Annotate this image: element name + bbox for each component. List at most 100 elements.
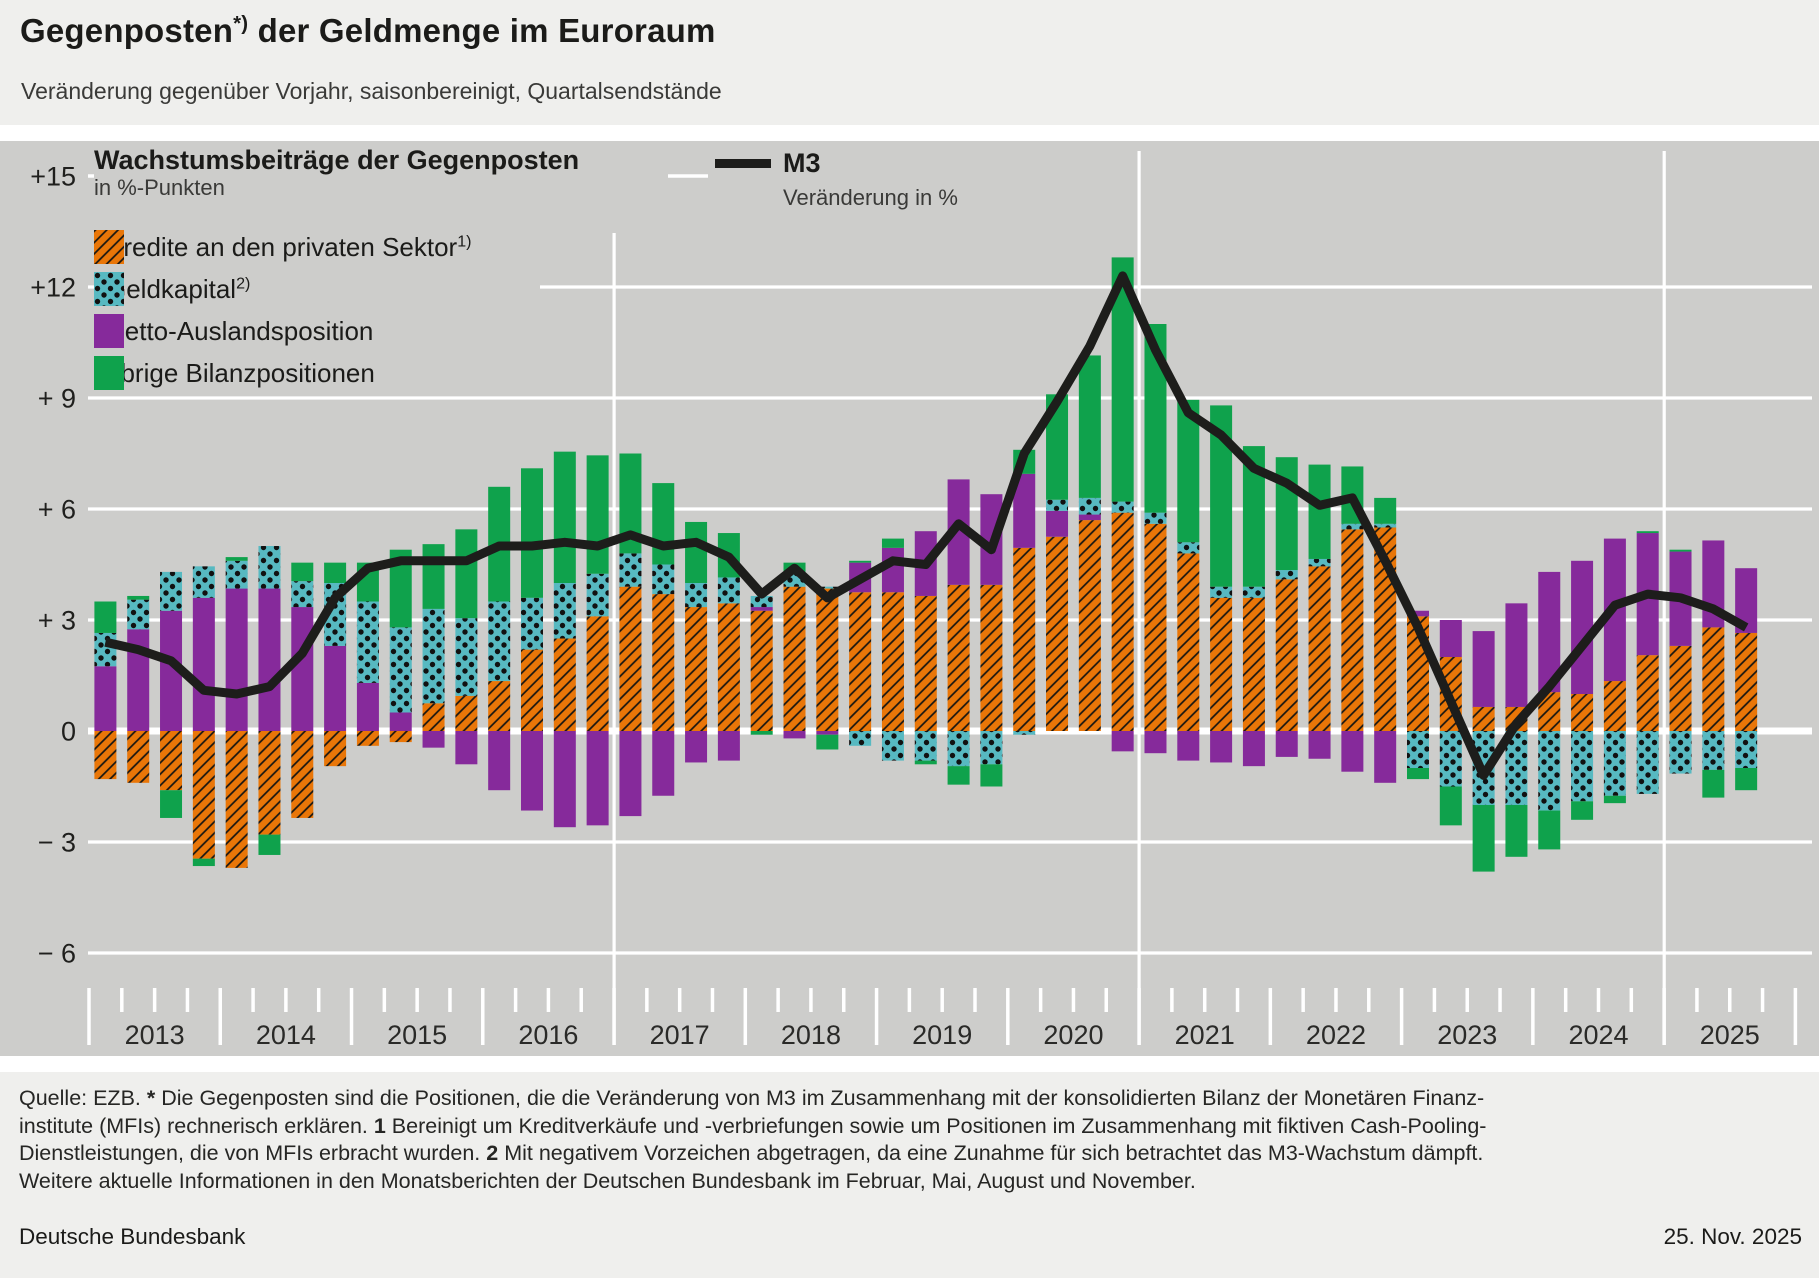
- bar-segment-netto: [1439, 620, 1462, 657]
- bar-segment-credit: [1177, 553, 1200, 731]
- bar-segment-netto: [258, 588, 281, 731]
- bar-segment-netto: [619, 731, 642, 817]
- bar-segment-geldkapital: [619, 553, 642, 587]
- bar-segment-geldkapital: [652, 564, 675, 595]
- bar-segment-uebrige: [1275, 457, 1298, 571]
- bar-segment-credit: [324, 731, 347, 767]
- bar-segment-geldkapital: [1407, 731, 1429, 768]
- bar-2022-Q2: [1308, 464, 1331, 759]
- bar-segment-netto: [1078, 514, 1101, 521]
- bar-segment-netto: [1538, 571, 1561, 693]
- footnote-line: Quelle: EZB. * Die Gegenposten sind die …: [19, 1086, 1485, 1110]
- bar-segment-netto: [1177, 731, 1200, 761]
- bar-segment-uebrige: [160, 790, 183, 818]
- bar-segment-uebrige: [455, 529, 478, 619]
- bar-segment-uebrige: [1636, 531, 1659, 534]
- bar-segment-credit: [1046, 536, 1069, 731]
- bar-2023-Q4: [1505, 603, 1528, 857]
- bar-segment-uebrige: [685, 521, 708, 583]
- bar-2020-Q3: [1078, 355, 1101, 731]
- bar-segment-credit: [750, 610, 773, 731]
- year-label: 2023: [1437, 1020, 1497, 1050]
- bar-2024-Q2: [1571, 560, 1594, 820]
- bar-2015-Q4: [455, 529, 478, 765]
- bar-segment-netto: [1571, 560, 1594, 694]
- bar-segment-geldkapital: [1144, 512, 1167, 524]
- legend-items: Kredite an den privaten Sektor1) Geldkapi…: [94, 230, 540, 396]
- y-axis-label: − 3: [38, 828, 76, 858]
- bar-segment-geldkapital: [1078, 497, 1101, 515]
- y-axis-label: +15: [30, 162, 76, 192]
- bar-segment-uebrige: [980, 764, 1003, 787]
- bar-segment-netto: [488, 731, 511, 791]
- bar-2013-Q3: [160, 571, 183, 818]
- bar-2017-Q3: [685, 521, 708, 763]
- page-title: Gegenposten*) der Geldmenge im Euroraum: [20, 12, 716, 50]
- year-label: 2017: [650, 1020, 710, 1050]
- bar-segment-geldkapital: [192, 566, 215, 598]
- bar-segment-credit: [783, 586, 806, 731]
- x-axis-labels: 2013 2014 2015 2016 2017 2018 2019 2020 2021 2022…: [125, 1020, 1760, 1050]
- bar-2021-Q2: [1177, 399, 1200, 761]
- bar-segment-netto: [652, 731, 675, 796]
- bar-segment-geldkapital: [1210, 586, 1233, 598]
- bar-segment-uebrige: [422, 544, 445, 609]
- bar-segment-uebrige: [1210, 405, 1233, 587]
- publication-date: 25. Nov. 2025: [1663, 1224, 1802, 1249]
- bar-segment-uebrige: [947, 766, 970, 785]
- footnote-line: Weitere aktuelle Informationen in den Mo…: [19, 1168, 1196, 1193]
- bar-segment-uebrige: [1439, 786, 1462, 826]
- bar-segment-uebrige: [1538, 810, 1561, 850]
- bar-segment-geldkapital: [1374, 523, 1397, 528]
- bar-segment-geldkapital: [816, 586, 839, 589]
- bar-segment-uebrige: [1603, 795, 1626, 804]
- bar-segment-geldkapital: [1735, 731, 1758, 768]
- bar-segment-credit: [1636, 655, 1659, 731]
- year-label: 2019: [912, 1020, 972, 1050]
- legend-m3-block: M3 Veränderung in %: [715, 148, 958, 230]
- bar-segment-uebrige: [914, 760, 937, 765]
- bar-segment-uebrige: [1702, 769, 1725, 798]
- year-label: 2020: [1043, 1020, 1103, 1050]
- bar-2020-Q2: [1046, 394, 1069, 731]
- bar-segment-credit: [1735, 632, 1758, 731]
- separator-top: [0, 125, 1819, 141]
- bar-segment-geldkapital: [127, 599, 150, 630]
- bar-2016-Q1: [488, 486, 511, 791]
- bar-segment-geldkapital: [455, 618, 478, 696]
- m3-line: [104, 271, 1749, 780]
- bar-2013-Q4: [192, 566, 215, 867]
- bar-segment-credit: [717, 603, 740, 731]
- bar-segment-netto: [1046, 510, 1069, 537]
- separator-bottom: [0, 1056, 1819, 1072]
- bar-segment-geldkapital: [553, 583, 576, 639]
- bar-2017-Q2: [652, 483, 675, 796]
- bar-segment-netto: [1013, 473, 1036, 548]
- bar-segment-credit: [356, 731, 379, 746]
- bar-segment-uebrige: [816, 734, 839, 750]
- bar-segment-credit: [980, 584, 1003, 731]
- brand-label: Deutsche Bundesbank: [19, 1224, 246, 1249]
- bar-2016-Q2: [520, 468, 543, 811]
- legend-title-block: Wachstumsbeiträge der Gegenposten in %-P…: [94, 145, 662, 233]
- footnote-line: Dienstleistungen, die von MFIs erbracht …: [19, 1141, 1484, 1165]
- legend-item-netto: Netto-Auslandsposition: [94, 314, 373, 348]
- bar-2019-Q2: [914, 531, 937, 765]
- bar-segment-credit: [1669, 645, 1692, 731]
- bar-2015-Q2: [389, 549, 412, 743]
- bar-segment-netto: [750, 607, 773, 611]
- bar-segment-credit: [1013, 547, 1036, 731]
- m3-legend-label: M3: [783, 148, 821, 178]
- year-label: 2021: [1175, 1020, 1235, 1050]
- bar-segment-geldkapital: [685, 583, 708, 608]
- bar-2024-Q3: [1603, 538, 1626, 804]
- bar-segment-geldkapital: [356, 601, 379, 683]
- bar-2014-Q1: [225, 557, 248, 868]
- bar-segment-credit: [914, 595, 937, 731]
- bar-segment-uebrige: [324, 562, 347, 583]
- bar-segment-geldkapital: [160, 571, 183, 611]
- bar-segment-geldkapital: [1341, 523, 1364, 530]
- bar-2015-Q1: [356, 562, 379, 746]
- legend-subtitle: in %-Punkten: [94, 175, 225, 200]
- bar-segment-credit: [1571, 694, 1594, 731]
